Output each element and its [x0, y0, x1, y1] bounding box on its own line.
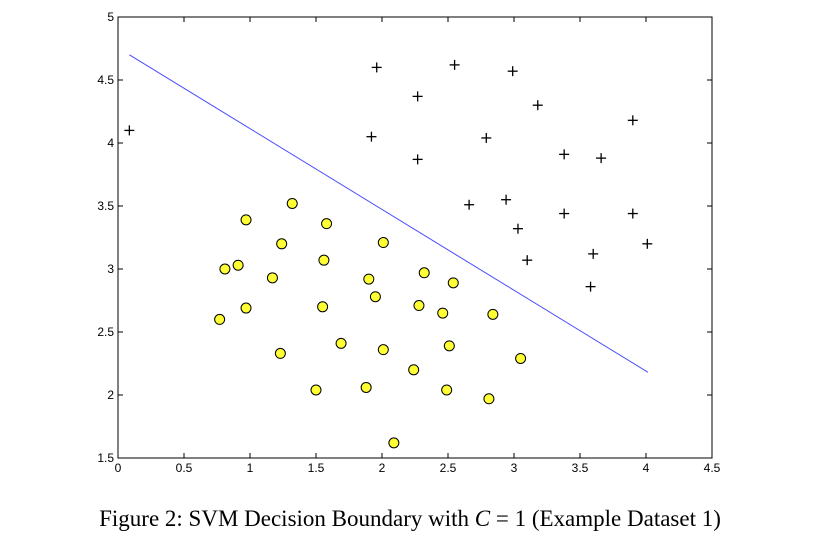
positive-example-marker	[627, 115, 638, 126]
negative-example-marker	[360, 381, 372, 393]
negative-example-marker	[240, 302, 252, 314]
negative-example-marker	[388, 437, 400, 449]
x-tick-label: 1	[247, 461, 254, 475]
x-tick-label: 3	[511, 461, 518, 475]
y-tick-label: 2	[107, 388, 114, 402]
positive-example-marker	[642, 238, 653, 249]
negative-example-marker	[266, 272, 278, 284]
negative-example-marker	[232, 259, 244, 271]
positive-example-marker	[507, 66, 518, 77]
positive-example-marker	[596, 153, 607, 164]
x-tick-label: 0	[115, 461, 122, 475]
negative-example-marker	[219, 263, 231, 275]
y-tick-label: 5	[107, 10, 114, 24]
y-tick-label: 4	[107, 136, 114, 150]
negative-example-marker	[447, 277, 459, 289]
positive-example-marker	[522, 255, 533, 266]
figure-caption: Figure 2: SVM Decision Boundary with C =…	[0, 506, 820, 532]
caption-equation: = 1	[490, 506, 527, 531]
positive-example-marker	[559, 208, 570, 219]
negative-example-marker	[321, 218, 333, 230]
positive-example-marker	[464, 199, 475, 210]
positive-example-marker	[585, 281, 596, 292]
negative-example-marker	[487, 308, 499, 320]
x-tick-label: 4	[643, 461, 650, 475]
scatter-plot: 0 0.5 1 1.5 2 2.5 3 3.5 4 4.5 1.5 2 2.5 3 3.5 4 4.5 5	[97, 10, 721, 475]
y-tick-label: 4.5	[97, 73, 114, 87]
positive-example-marker	[481, 132, 492, 143]
positive-example-marker	[366, 131, 377, 142]
y-tick-label: 2.5	[97, 325, 114, 339]
negative-example-marker	[286, 197, 298, 209]
caption-suffix: (Example Dataset 1)	[526, 506, 721, 531]
negative-example-marker	[413, 300, 425, 312]
negative-example-marker	[363, 273, 375, 285]
positive-example-marker	[627, 208, 638, 219]
negative-example-marker	[483, 393, 495, 405]
plot-area-frame	[117, 16, 713, 459]
negative-example-marker	[377, 344, 389, 356]
x-tick-label: 0.5	[176, 461, 193, 475]
negative-example-marker	[240, 214, 252, 226]
y-tick-labels: 1.5 2 2.5 3 3.5 4 4.5 5	[97, 10, 114, 465]
negative-example-marker	[377, 237, 389, 249]
axis-ticks	[117, 16, 713, 459]
positive-example-marker	[124, 125, 135, 136]
negative-example-marker	[274, 347, 286, 359]
y-tick-label: 3.5	[97, 199, 114, 213]
negative-example-marker	[408, 364, 420, 376]
positive-example-marker	[588, 248, 599, 259]
negative-example-marker	[276, 238, 288, 250]
positive-example-marker	[412, 154, 423, 165]
caption-math-variable: C	[474, 506, 491, 531]
negative-example-marker	[443, 340, 455, 352]
x-tick-label: 3.5	[572, 461, 589, 475]
negative-example-marker	[418, 267, 430, 279]
negative-example-marker	[214, 313, 226, 325]
negative-example-marker	[369, 291, 381, 303]
negative-example-marker	[515, 352, 527, 364]
x-tick-labels: 0 0.5 1 1.5 2 2.5 3 3.5 4 4.5	[115, 461, 721, 475]
x-tick-label: 2.5	[440, 461, 457, 475]
positive-example-marker	[449, 59, 460, 70]
y-tick-label: 1.5	[97, 451, 114, 465]
positive-example-marker	[512, 223, 523, 234]
positive-example-marker	[559, 149, 570, 160]
y-tick-label: 3	[107, 262, 114, 276]
negative-example-marker	[437, 307, 449, 319]
negative-example-marker	[318, 254, 330, 266]
negative-example-marker	[317, 301, 329, 313]
caption-prefix: Figure 2: SVM Decision Boundary with	[99, 506, 475, 531]
decision-boundary	[129, 54, 649, 373]
positive-example-marker	[371, 62, 382, 73]
negative-example-marker	[441, 384, 453, 396]
x-tick-label: 1.5	[308, 461, 325, 475]
positive-example-marker	[412, 91, 423, 102]
x-tick-label: 4.5	[704, 461, 721, 475]
positive-example-marker	[501, 194, 512, 205]
positive-example-marker	[532, 100, 543, 111]
x-tick-label: 2	[379, 461, 386, 475]
negative-example-marker	[335, 337, 347, 349]
data-points	[124, 59, 653, 449]
negative-example-marker	[310, 384, 322, 396]
decision-boundary-line	[129, 54, 649, 373]
